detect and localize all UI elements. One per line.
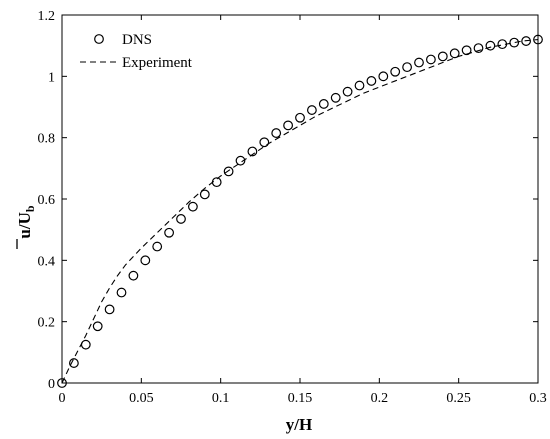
dns-point (449, 48, 460, 59)
dns-point (414, 57, 424, 68)
dns-point (342, 86, 353, 97)
y-tick-label: 0.6 (38, 193, 56, 208)
y-tick-label: 0.4 (38, 254, 56, 269)
dns-point (295, 112, 305, 123)
y-axis-label-sep: / (15, 224, 34, 230)
x-tick-label: 0.2 (371, 391, 389, 406)
dns-point (497, 39, 508, 50)
dns-point (509, 37, 520, 48)
dns-point (354, 80, 365, 91)
dns-point (68, 358, 79, 368)
dns-point (378, 71, 389, 82)
dns-point (461, 45, 472, 56)
dns-point (140, 255, 151, 266)
y-axis-label: u/Ub (15, 205, 37, 249)
x-tick-label: 0.25 (446, 391, 471, 406)
dns-point (57, 378, 67, 388)
dns-point (485, 40, 496, 51)
dns-point (330, 92, 341, 103)
svg-text:u/Ub: u/Ub (15, 205, 37, 238)
dns-point (187, 201, 198, 212)
x-tick-label: 0.05 (129, 391, 154, 406)
dns-point (223, 166, 234, 177)
dns-point (235, 155, 246, 166)
dns-point (80, 339, 91, 350)
dns-point (271, 128, 282, 138)
dns-series (57, 34, 543, 388)
y-tick-label: 0.2 (38, 316, 56, 331)
dns-point (247, 146, 258, 157)
dns-point (259, 137, 270, 148)
experiment-line (61, 38, 539, 384)
dns-point (92, 321, 103, 332)
dns-point (152, 241, 163, 252)
dns-point (199, 189, 210, 200)
dns-point (283, 120, 294, 131)
y-tick-label: 1 (48, 70, 55, 85)
dns-point (164, 227, 175, 238)
y-axis-label-subscript: b (23, 205, 37, 212)
experiment-series (61, 38, 539, 384)
dns-point (390, 66, 401, 77)
dns-point (176, 214, 186, 224)
axis-ticks: 0 0.05 0.1 0.15 0.2 0.25 0.3 0 0.2 0.4 0.6 0.8 1 1.2 (38, 9, 547, 406)
dns-point (426, 54, 436, 65)
dns-point (533, 34, 543, 45)
legend-marker-dns (94, 34, 104, 44)
x-tick-label: 0.1 (212, 391, 230, 406)
x-tick-label: 0.15 (288, 391, 313, 406)
dns-point (366, 76, 377, 86)
legend: DNS Experiment (78, 26, 228, 74)
x-tick-label: 0 (59, 391, 66, 406)
y-tick-label: 1.2 (38, 9, 56, 24)
legend-label-experiment: Experiment (122, 55, 193, 71)
y-tick-label: 0.8 (38, 132, 56, 147)
dns-point (437, 51, 448, 62)
legend-label-dns: DNS (122, 32, 152, 48)
dns-point (473, 43, 484, 54)
dns-point (211, 177, 222, 188)
dns-point (307, 105, 317, 115)
x-axis-label: y/H (286, 415, 312, 434)
x-tick-label: 0.3 (529, 391, 547, 406)
dns-point (402, 62, 413, 73)
y-axis-label-denominator: U (15, 212, 34, 224)
dns-point (318, 99, 329, 109)
y-axis-label-numerator: u (15, 229, 34, 238)
dns-point (104, 304, 115, 315)
dns-point (128, 270, 139, 281)
dns-point (116, 287, 127, 298)
dns-point (521, 36, 531, 46)
y-tick-label: 0 (48, 377, 55, 392)
